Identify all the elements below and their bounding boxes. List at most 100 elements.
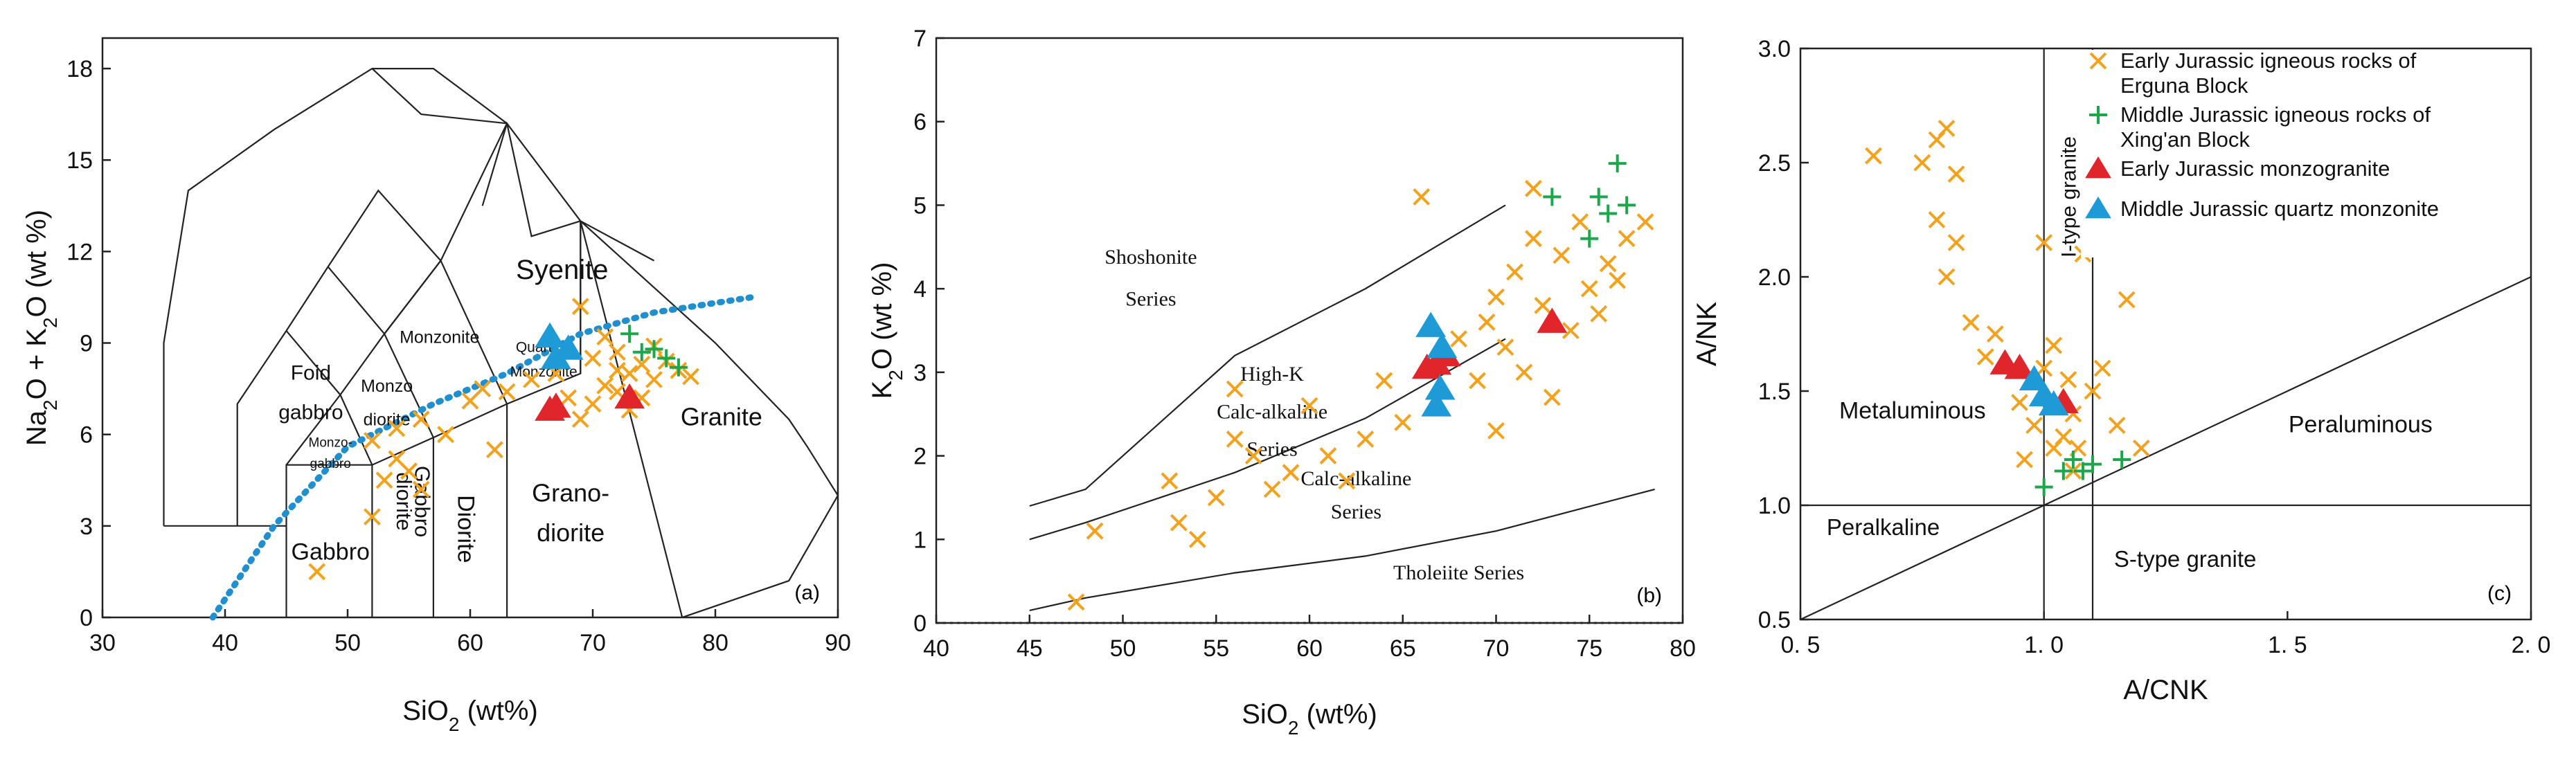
cross-stroke <box>2016 451 2033 469</box>
y-tick-label: 0 <box>913 610 927 637</box>
blue-triangle-marker <box>1426 332 1458 359</box>
field-label-stype: S-type granite <box>2114 546 2256 572</box>
cross-stroke <box>571 410 589 428</box>
x-axis-label: SiO2 (wt%) <box>1242 699 1377 739</box>
cross-stroke <box>498 383 516 401</box>
cross-marker <box>1319 447 1337 464</box>
cross-stroke <box>645 370 663 388</box>
cross-marker <box>1553 246 1571 264</box>
field-label-tholeiite: Tholeiite Series <box>1393 561 1524 584</box>
field-label-highk: High-K <box>1240 363 1304 386</box>
cross-stroke <box>2045 440 2063 457</box>
cross-marker <box>1524 230 1542 248</box>
cross-stroke <box>2132 440 2150 457</box>
y-axis-label: Na2O + K2O (wt %) <box>21 210 61 446</box>
cross-stroke <box>1357 431 1375 448</box>
cross-stroke <box>1986 325 2004 343</box>
cross-marker <box>2108 417 2126 434</box>
cross-stroke <box>1618 230 1636 248</box>
y-tick-label: 0 <box>80 605 93 631</box>
x-tick-label: 45 <box>1017 635 1043 662</box>
cross-marker <box>1865 147 1882 165</box>
cross-stroke <box>1226 431 1244 448</box>
cross-stroke <box>1928 211 1946 228</box>
cross-stroke <box>1469 372 1486 390</box>
cross-marker <box>1300 397 1318 415</box>
cross-stroke <box>571 298 589 316</box>
legend-background <box>2081 50 2530 257</box>
cross-stroke <box>682 368 700 386</box>
cross-stroke <box>485 441 503 459</box>
plus-marker <box>2064 451 2082 469</box>
cross-stroke <box>1976 348 1994 365</box>
y-tick-label: 15 <box>66 147 93 174</box>
x-tick-label: 40 <box>212 630 238 656</box>
cross-stroke <box>1375 372 1393 390</box>
cross-stroke <box>2089 52 2107 70</box>
field-label-granodiorite: Grano- <box>532 479 609 507</box>
x-tick-label: 65 <box>1390 635 1416 662</box>
cross-marker <box>560 389 578 407</box>
cross-marker <box>1947 165 1965 183</box>
cross-marker <box>1478 314 1496 331</box>
cross-marker <box>2025 417 2043 434</box>
cross-marker <box>1938 268 1956 286</box>
cross-stroke <box>1636 213 1654 230</box>
cross-stroke <box>584 350 602 367</box>
x-tick-label: 1. 5 <box>2268 632 2307 658</box>
classification-boundary <box>580 220 839 619</box>
classification-boundary <box>580 220 655 262</box>
cross-marker <box>1913 154 1931 172</box>
y-tick-label: 1.5 <box>1758 379 1791 405</box>
cross-stroke <box>1170 514 1188 532</box>
cross-stroke <box>388 419 406 437</box>
cross-stroke <box>400 462 418 480</box>
cross-marker <box>571 298 589 316</box>
cross-marker <box>1161 472 1179 490</box>
cross-marker <box>498 383 516 401</box>
cross-stroke <box>1496 338 1514 356</box>
y-tick-label: 12 <box>66 239 93 265</box>
cross-marker <box>1618 230 1636 248</box>
cross-marker <box>1375 372 1393 390</box>
panel-label-c: (c) <box>2487 582 2512 605</box>
field-label-metaluminous: Metaluminous <box>1839 398 1986 424</box>
cross-marker <box>1469 372 1486 390</box>
red-triangle-marker <box>1537 307 1568 333</box>
cross-marker <box>1590 305 1608 323</box>
x-tick-label: 80 <box>1670 635 1696 662</box>
y-tick-label: 1.0 <box>1758 493 1791 519</box>
x-tick-label: 70 <box>580 630 606 656</box>
acnk-ank-panel: 0. 5 1. 0 1. 5 2. 0 0.5 1.0 1.5 2.0 2.5 3.0 I-type… <box>1692 36 2550 705</box>
cross-stroke <box>1319 447 1337 464</box>
legend-label: Xing'an Block <box>2120 127 2250 152</box>
y-axis-label: K2O (wt %) <box>867 262 906 399</box>
cross-stroke <box>633 355 651 373</box>
cross-stroke <box>1947 234 1965 251</box>
cross-marker <box>1580 280 1598 298</box>
tas-diagram-panel: 30 40 50 60 70 80 90 0 3 6 9 12 15 18 Syenite Monzonite… <box>21 37 851 735</box>
cross-marker <box>1609 271 1627 289</box>
cross-marker <box>571 410 589 428</box>
cross-stroke <box>1413 188 1431 206</box>
legend-plus-icon <box>2089 106 2107 124</box>
plus-marker <box>2084 455 2102 473</box>
blue-triangle-marker <box>2038 390 2069 416</box>
cross-marker <box>1244 447 1262 464</box>
cross-marker <box>633 355 651 373</box>
x-axis-label: SiO2 (wt%) <box>402 696 538 735</box>
x-tick-label: 55 <box>1203 635 1229 662</box>
cross-marker <box>584 350 602 367</box>
cross-stroke <box>1599 255 1617 273</box>
cross-stroke <box>1263 480 1281 498</box>
cross-marker <box>608 361 626 379</box>
field-label-peraluminous: Peraluminous <box>2289 411 2433 437</box>
y-tick-label: 2.5 <box>1758 150 1791 177</box>
cross-stroke <box>1938 120 1956 137</box>
cross-stroke <box>1524 179 1542 197</box>
field-label-granodiorite: diorite <box>537 518 605 547</box>
cross-stroke <box>363 508 381 526</box>
cross-marker <box>608 343 626 361</box>
